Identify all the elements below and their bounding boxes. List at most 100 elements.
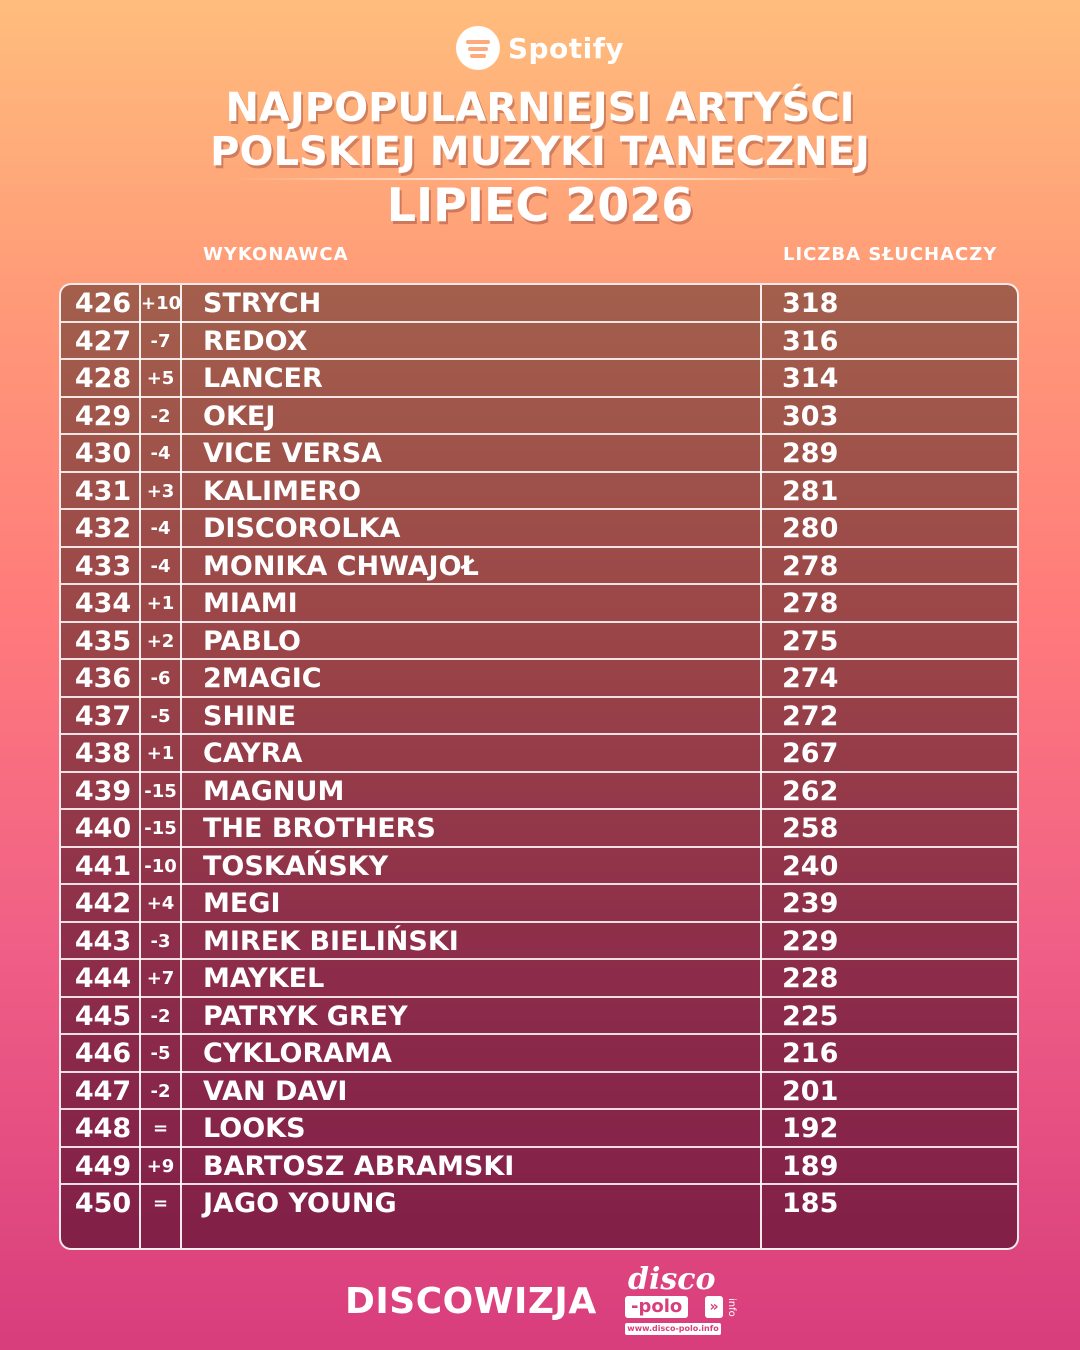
change-cell: -6 <box>150 668 171 689</box>
change-cell: +5 <box>146 368 175 389</box>
artist-cell: 2MAGIC <box>203 663 322 694</box>
artist-cell: MAYKEL <box>203 963 325 994</box>
artist-cell: REDOX <box>203 325 308 357</box>
change-cell: +1 <box>146 743 175 764</box>
listeners-cell: 239 <box>782 888 839 919</box>
change-cell: -15 <box>144 780 177 802</box>
table-row: 441 -10 TOSKAŃSKY 240 <box>61 848 1017 885</box>
listeners-cell: 189 <box>782 1150 839 1182</box>
artist-cell: CYKLORAMA <box>203 1038 392 1069</box>
listeners-cell: 318 <box>782 288 839 319</box>
artist-cell: STRYCH <box>203 288 322 319</box>
change-cell: -7 <box>150 330 171 352</box>
change-cell: +3 <box>146 480 175 502</box>
listeners-cell: 192 <box>782 1113 839 1144</box>
artist-cell: JAGO YOUNG <box>203 1188 397 1219</box>
artist-cell: MEGI <box>203 888 281 919</box>
rank-cell: 426 <box>74 288 132 319</box>
listeners-cell: 314 <box>782 363 839 394</box>
fast-forward-icon: » <box>705 1296 723 1318</box>
change-cell: -4 <box>150 518 171 539</box>
table-row: 440 -15 THE BROTHERS 258 <box>61 810 1017 848</box>
rank-cell: 444 <box>74 963 132 994</box>
rank-cell: 434 <box>74 588 132 619</box>
listeners-cell: 185 <box>782 1188 839 1219</box>
listeners-cell: 281 <box>782 475 839 507</box>
table-row: 432 -4 DISCOROLKA 280 <box>61 510 1017 548</box>
rank-cell: 428 <box>74 363 132 394</box>
rank-cell: 431 <box>74 475 132 507</box>
rank-cell: 443 <box>74 925 132 957</box>
listeners-cell: 278 <box>782 550 839 582</box>
table-row: 437 -5 SHINE 272 <box>61 698 1017 735</box>
rank-cell: 448 <box>74 1113 132 1144</box>
table-row: 430 -4 VICE VERSA 289 <box>61 435 1017 473</box>
page-title-month: LIPIEC 2026 <box>386 178 694 232</box>
artist-cell: PABLO <box>203 625 301 657</box>
artist-cell: CAYRA <box>203 738 303 769</box>
table-row: 443 -3 MIREK BIELIŃSKI 229 <box>61 923 1017 960</box>
table-row: 431 +3 KALIMERO 281 <box>61 473 1017 510</box>
artist-cell: MIAMI <box>203 588 298 619</box>
disco-polo-logo-side: info <box>726 1298 737 1317</box>
listeners-cell: 272 <box>782 700 839 732</box>
rank-cell: 436 <box>74 663 132 694</box>
page-title-line1: NAJPOPULARNIEJSI ARTYŚCI <box>225 85 855 131</box>
rank-cell: 432 <box>74 513 132 544</box>
change-cell: -2 <box>150 1080 171 1102</box>
rank-cell: 441 <box>74 850 132 882</box>
listeners-cell: 201 <box>782 1075 839 1107</box>
table-row: 438 +1 CAYRA 267 <box>61 735 1017 773</box>
artist-cell: SHINE <box>203 700 297 732</box>
spotify-wordmark: Spotify <box>507 31 625 65</box>
artist-cell: LANCER <box>203 363 323 394</box>
table-row: 428 +5 LANCER 314 <box>61 360 1017 398</box>
listeners-cell: 216 <box>782 1038 839 1069</box>
change-cell: -5 <box>150 705 171 727</box>
artist-cell: VICE VERSA <box>203 438 383 469</box>
change-cell: -15 <box>144 818 177 839</box>
rank-cell: 435 <box>74 625 132 657</box>
spotify-brand: Spotify <box>0 26 1080 70</box>
rank-cell: 430 <box>74 438 132 469</box>
ranking-table: 426 +10 STRYCH 318 427 -7 REDOX 316 428 +5 LANCER 3… <box>59 283 1019 1250</box>
rank-cell: 427 <box>74 325 132 357</box>
column-divider <box>760 285 762 1248</box>
table-row: 434 +1 MIAMI 278 <box>61 585 1017 623</box>
change-cell: -2 <box>150 1005 171 1027</box>
listeners-cell: 240 <box>782 850 839 882</box>
rank-cell: 446 <box>74 1038 132 1069</box>
rank-cell: 437 <box>74 700 132 732</box>
change-cell: +9 <box>146 1155 175 1177</box>
table-row: 433 -4 MONIKA CHWAJOŁ 278 <box>61 548 1017 585</box>
table-row: 444 +7 MAYKEL 228 <box>61 960 1017 998</box>
column-header-artist: WYKONAWCA <box>203 244 349 265</box>
listeners-cell: 225 <box>782 1000 839 1032</box>
table-row: 445 -2 PATRYK GREY 225 <box>61 998 1017 1035</box>
change-cell: +10 <box>141 293 182 314</box>
listeners-cell: 303 <box>782 400 839 432</box>
artist-cell: LOOKS <box>203 1113 306 1144</box>
rank-cell: 438 <box>74 738 132 769</box>
artist-cell: MONIKA CHWAJOŁ <box>203 550 479 582</box>
listeners-cell: 274 <box>782 663 839 694</box>
change-cell: -3 <box>150 930 171 952</box>
change-cell: -10 <box>144 855 177 877</box>
table-row: 442 +4 MEGI 239 <box>61 885 1017 923</box>
rank-cell: 433 <box>74 550 132 582</box>
listeners-cell: 280 <box>782 513 839 544</box>
column-divider <box>139 285 141 1248</box>
change-cell: -2 <box>150 405 171 427</box>
table-row: 449 +9 BARTOSZ ABRAMSKI 189 <box>61 1148 1017 1185</box>
listeners-cell: 267 <box>782 738 839 769</box>
listeners-cell: 278 <box>782 588 839 619</box>
artist-cell: MIREK BIELIŃSKI <box>203 925 459 957</box>
change-cell: -5 <box>150 1043 171 1064</box>
rank-cell: 449 <box>74 1150 132 1182</box>
table-row: 427 -7 REDOX 316 <box>61 323 1017 360</box>
artist-cell: PATRYK GREY <box>203 1000 408 1032</box>
listeners-cell: 289 <box>782 438 839 469</box>
listeners-cell: 228 <box>782 963 839 994</box>
listeners-cell: 275 <box>782 625 839 657</box>
rank-cell: 447 <box>74 1075 132 1107</box>
